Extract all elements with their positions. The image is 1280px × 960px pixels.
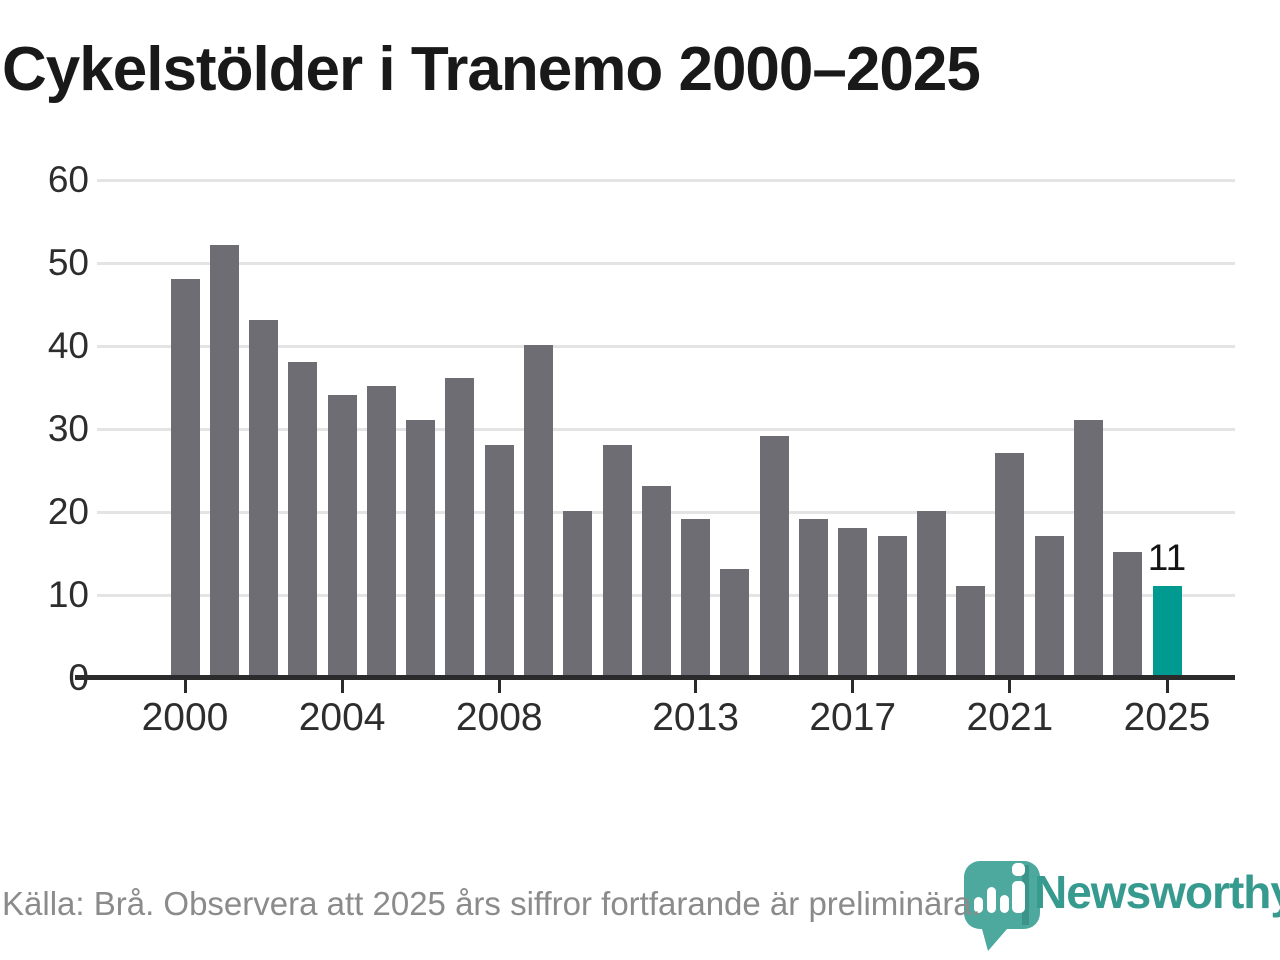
x-axis-label-2013: 2013	[652, 696, 739, 739]
chart-title: Cykelstölder i Tranemo 2000–2025	[2, 35, 981, 104]
bar-2025	[1152, 586, 1182, 677]
bar-2015	[759, 436, 789, 677]
bar-2024	[1113, 552, 1143, 677]
bar-2022	[1034, 536, 1064, 677]
y-axis-label-30: 30	[47, 408, 89, 449]
bar-2000	[170, 279, 200, 677]
source-note: Källa: Brå. Observera att 2025 års siffr…	[2, 885, 981, 922]
x-axis-label-2025: 2025	[1123, 696, 1211, 739]
gridline-y-30	[97, 427, 1235, 431]
bar-2021	[995, 453, 1025, 677]
x-tick-2013	[694, 680, 698, 693]
bar-2017	[838, 528, 868, 677]
logo-bar-4	[1012, 881, 1025, 913]
y-axis-label-10: 10	[47, 574, 89, 615]
bar-2023	[1073, 420, 1103, 677]
logo-bar-2	[987, 887, 996, 913]
bar-2012	[641, 486, 671, 677]
x-axis-label-2017: 2017	[809, 696, 897, 739]
newsworthy-logo-icon	[964, 861, 1040, 951]
bar-2007	[445, 378, 475, 677]
x-tick-2008	[497, 680, 501, 693]
x-tick-2017	[851, 680, 855, 693]
bar-2018	[877, 536, 907, 677]
x-tick-2004	[340, 680, 344, 693]
bar-2014	[720, 569, 750, 677]
bar-2016	[798, 519, 828, 677]
bar-2009	[524, 345, 554, 677]
y-axis-label-40: 40	[47, 325, 89, 366]
gridline-y-60	[97, 178, 1235, 182]
plot-area: 0102030405060200020042008201320172021202…	[48, 159, 1235, 739]
bar-2003	[288, 362, 318, 677]
bar-2013	[681, 519, 711, 677]
logo-bar-3	[1000, 895, 1009, 913]
gridline-y-40	[97, 344, 1235, 348]
bar-2011	[602, 445, 632, 677]
bar-2004	[327, 395, 357, 677]
x-tick-2021	[1008, 680, 1012, 693]
bar-2020	[956, 586, 986, 677]
logo-bar-dot	[1012, 863, 1025, 876]
x-axis-line	[75, 675, 1235, 680]
bar-2002	[249, 320, 279, 677]
bar-2008	[484, 445, 514, 677]
bar-2006	[406, 420, 436, 677]
bar-2001	[209, 245, 239, 677]
bar-2010	[563, 511, 593, 677]
x-axis-label-2000: 2000	[141, 696, 229, 739]
x-axis-label-2004: 2004	[298, 696, 386, 739]
logo-bar-1	[974, 897, 983, 913]
y-axis-label-20: 20	[47, 491, 89, 532]
x-tick-2000	[183, 680, 187, 693]
logo-bar-shadow	[1022, 865, 1029, 925]
y-axis-label-60: 60	[47, 159, 89, 200]
y-axis-label-50: 50	[47, 242, 89, 283]
x-axis-label-2021: 2021	[966, 696, 1054, 739]
newsworthy-logo-text: Newsworthy	[1034, 866, 1280, 918]
bar-2005	[366, 386, 396, 677]
x-tick-2025	[1165, 680, 1169, 693]
x-axis-label-2008: 2008	[455, 696, 543, 739]
bar-2019	[916, 511, 946, 677]
highlight-value-label: 11	[1147, 536, 1187, 578]
gridline-y-50	[97, 261, 1235, 265]
